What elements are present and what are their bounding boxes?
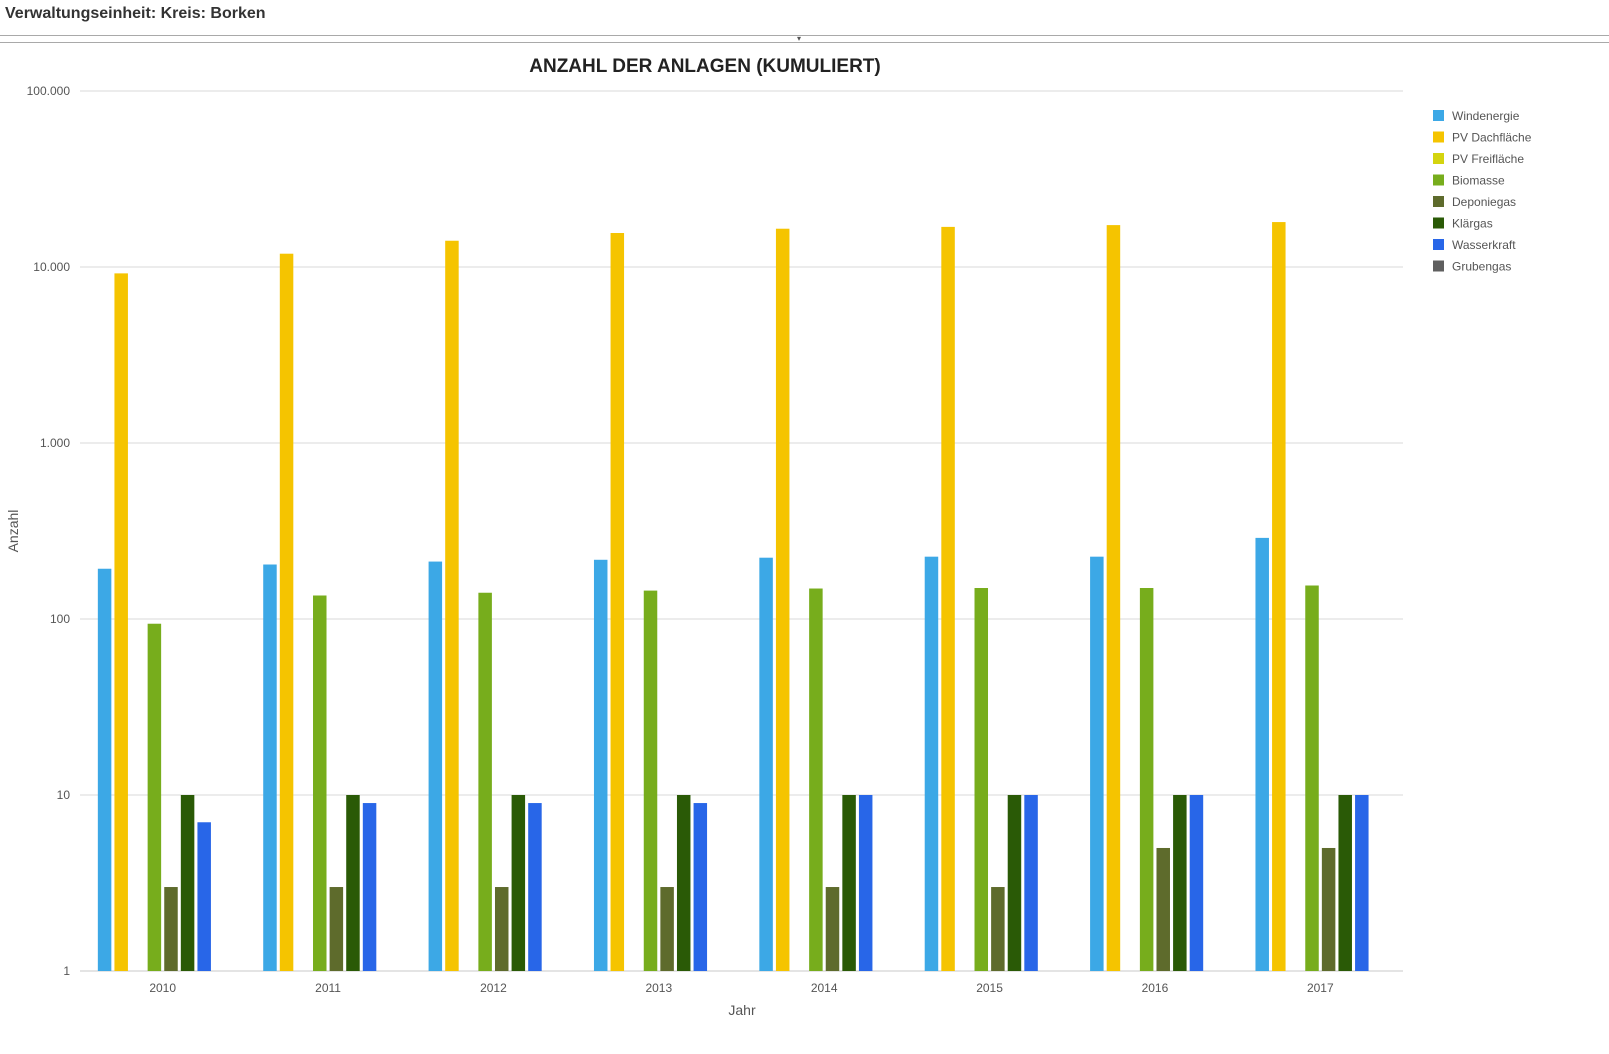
legend: Windenergie PV Dachfläche PV Freifläche Bio… [1433,109,1532,274]
bar [279,253,294,971]
bar [346,795,360,971]
bar [180,795,195,971]
page-title: Verwaltungseinheit: Kreis: Borken [5,5,266,22]
bar [114,273,128,971]
bar [1024,795,1038,971]
legend-swatch [1433,196,1444,207]
y-tick-label: 1 [63,964,70,978]
bar [1007,795,1022,971]
bar [660,887,674,971]
x-tick-label: 2014 [811,981,838,995]
bar [858,795,873,971]
bar [1090,556,1104,971]
y-axis-label: Anzahl [5,510,21,553]
bar [693,803,708,971]
top-divider [0,35,1609,36]
y-tick-label: 10.000 [33,260,70,274]
legend-label: PV Freifläche [1452,152,1524,166]
bar [1272,222,1286,972]
legend-label: Klärgas [1452,217,1493,231]
x-tick-label: 2013 [645,981,672,995]
bar [1355,795,1369,971]
bar [1139,588,1154,971]
bar [991,887,1005,971]
bar [263,564,277,971]
bar [825,887,840,971]
x-tick-label: 2010 [149,981,176,995]
bar [1255,537,1269,971]
chart-title: ANZAHL DER ANLAGEN (KUMULIERT) [529,56,880,77]
bar [147,623,162,971]
bars [97,222,1369,972]
bar [362,803,377,971]
bar [164,887,178,971]
legend-label: Grubengas [1452,260,1511,274]
bar [809,588,823,971]
bar [1106,225,1121,971]
gridlines [80,90,1403,972]
y-tick-label: 100 [50,612,70,626]
x-axis-ticks: 2010 2011 2012 2013 2014 2015 2016 2017 [149,981,1334,995]
legend-label: Biomasse [1452,174,1505,188]
bar [593,559,608,971]
bar [428,561,443,971]
legend-swatch [1433,239,1444,250]
splitter-handle-icon[interactable]: ▾ [797,34,802,43]
y-tick-label: 10 [57,788,71,802]
x-tick-label: 2011 [315,981,341,995]
x-tick-label: 2016 [1142,981,1169,995]
legend-swatch [1433,131,1444,143]
bar [941,226,955,971]
bar [775,228,790,971]
bar [528,803,542,971]
bar [1305,585,1319,971]
bar [1338,795,1352,971]
y-tick-label: 1.000 [40,436,70,450]
bar [494,887,509,971]
legend-swatch [1433,260,1444,272]
bar [1156,847,1170,971]
legend-swatch [1433,217,1444,229]
bar [1321,847,1336,971]
legend-swatch [1433,110,1444,121]
bar [643,590,658,971]
legend-swatch [1433,174,1444,186]
legend-label: Deponiegas [1452,195,1516,209]
bottom-divider [0,42,1609,43]
bar [676,795,691,971]
x-tick-label: 2012 [480,981,507,995]
x-tick-label: 2017 [1307,981,1334,995]
legend-label: Windenergie [1452,109,1520,123]
bar-chart: ANZAHL DER ANLAGEN (KUMULIERT) 1 10 100 1.0… [5,56,1532,1018]
legend-swatch [1433,153,1444,164]
bar [511,795,526,971]
bar [313,595,327,971]
bar [924,556,939,971]
y-tick-label: 100.000 [27,84,71,98]
bar [1173,795,1187,971]
bar [974,588,989,971]
x-tick-label: 2015 [976,981,1003,995]
bar [1189,795,1204,971]
bar [197,822,211,971]
bar [759,557,773,971]
y-axis-ticks: 1 10 100 1.000 10.000 100.000 [27,84,71,978]
bar [842,795,856,971]
bar [478,592,492,971]
legend-label: Wasserkraft [1452,238,1516,252]
x-axis-label: Jahr [728,1002,756,1018]
bar [97,568,112,971]
bar [610,233,625,971]
bar [445,240,459,972]
bar [329,887,344,971]
legend-label: PV Dachfläche [1452,131,1532,145]
